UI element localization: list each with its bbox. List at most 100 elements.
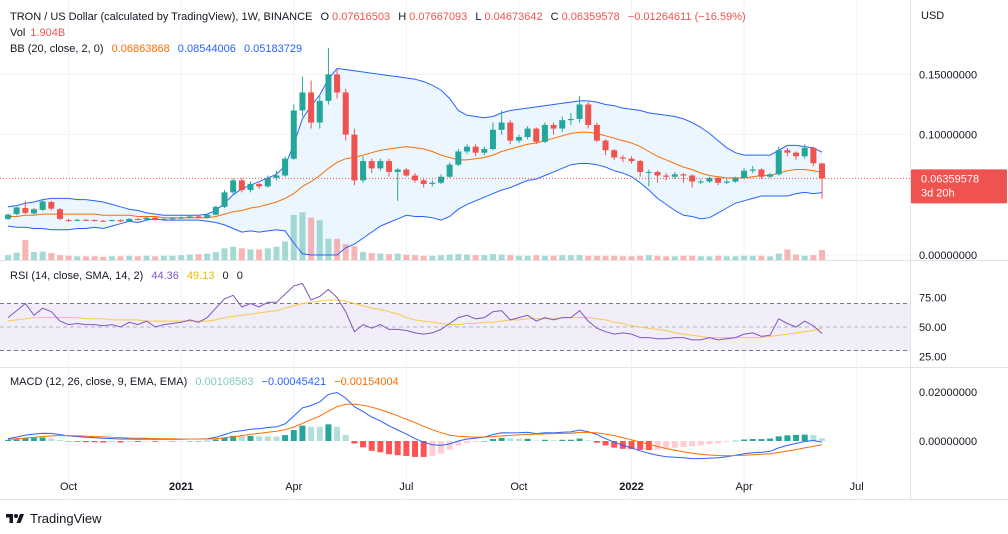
- candle-body: [325, 74, 332, 101]
- volume-bar: [65, 255, 72, 260]
- legend-macd: MACD (12, 26, close, 9, EMA, EMA) 0.0010…: [10, 375, 404, 389]
- volume-label[interactable]: Vol: [10, 27, 26, 39]
- volume-bar: [654, 255, 661, 260]
- macd-histogram-bar: [108, 441, 115, 443]
- candle-body: [247, 183, 254, 190]
- volume-bar: [438, 255, 444, 260]
- volume-bar: [143, 255, 150, 260]
- volume-bar: [195, 254, 202, 260]
- candle-body: [290, 110, 297, 159]
- macd-histogram-bar: [585, 440, 592, 441]
- macd-histogram-bar: [394, 441, 401, 456]
- volume-bar: [178, 255, 185, 260]
- legend-rsi: RSI (14, close, SMA, 14, 2) 44.36 49.13 …: [10, 269, 248, 283]
- macd-histogram-bar: [628, 441, 635, 450]
- candle-body: [472, 146, 479, 153]
- volume-bar: [412, 255, 419, 260]
- macd-histogram-bar: [247, 435, 254, 441]
- rsi-ma-line: [7, 299, 823, 339]
- macd-histogram-bar: [793, 434, 800, 441]
- volume-bar: [567, 255, 574, 260]
- price-pane: [0, 47, 910, 260]
- time-axis-label: 2022: [619, 481, 643, 493]
- macd-histogram-bar: [134, 441, 141, 442]
- candle-body: [30, 209, 37, 214]
- last-price-label: 0.06359578: [921, 173, 979, 185]
- macd-histogram-bar: [680, 441, 687, 447]
- price-axis-currency: USD: [921, 10, 944, 22]
- volume-bar: [446, 254, 453, 260]
- volume-bar: [810, 255, 817, 260]
- macd-histogram-bar: [152, 441, 159, 442]
- symbol-title[interactable]: TRON / US Dollar (calculated by TradingV…: [10, 11, 313, 23]
- rsi-label[interactable]: RSI (14, close, SMA, 14, 2): [10, 270, 144, 282]
- volume-bar: [697, 256, 704, 260]
- macd-histogram-bar: [238, 436, 245, 441]
- brand-name[interactable]: TradingView: [30, 510, 102, 526]
- macd-histogram-bar: [143, 441, 150, 442]
- price-axis-tick: 0.00000000: [919, 250, 977, 262]
- volume-bar: [819, 249, 826, 260]
- volume-bar: [498, 254, 505, 260]
- volume-bar: [481, 255, 488, 260]
- volume-bar: [264, 248, 271, 260]
- candle-body: [134, 218, 141, 220]
- volume-bar: [758, 255, 765, 260]
- macd-histogram-bar: [212, 439, 219, 441]
- candle-body: [654, 171, 661, 176]
- volume-bar: [628, 256, 635, 260]
- macd-histogram-bar: [117, 441, 124, 443]
- candle-body: [689, 175, 696, 182]
- macd-histogram-bar: [801, 434, 808, 441]
- volume-bar: [576, 255, 583, 260]
- candle-body: [316, 100, 323, 123]
- macd-histogram-bar: [446, 441, 453, 450]
- candle-body: [334, 74, 341, 93]
- candle-body: [706, 177, 713, 182]
- candle-body: [65, 220, 72, 222]
- candle-body: [749, 169, 756, 171]
- candle-body: [143, 217, 150, 220]
- volume-bar: [386, 254, 393, 260]
- macd-label[interactable]: MACD (12, 26, close, 9, EMA, EMA): [10, 376, 188, 388]
- macd-histogram-bar: [91, 441, 98, 443]
- volume-bar: [368, 253, 375, 260]
- candle-body: [74, 219, 81, 221]
- macd-histogram-bar: [567, 439, 574, 441]
- candle-body: [82, 219, 89, 221]
- macd-histogram-bar: [775, 436, 782, 441]
- macd-histogram-bar: [5, 440, 11, 441]
- volume-bar: [741, 255, 748, 260]
- candle-body: [637, 161, 644, 172]
- macd-histogram-bar: [767, 438, 774, 441]
- macd-histogram-bar: [689, 441, 696, 447]
- change-value: −0.01264611 (−16.59%): [627, 11, 746, 23]
- volume-bar: [689, 255, 696, 260]
- legend-bb: BB (20, close, 2, 0) 0.06863868 0.085440…: [10, 42, 307, 56]
- macd-histogram-bar: [221, 437, 228, 441]
- bb-upper-value: 0.08544006: [177, 43, 236, 55]
- candle-body: [420, 180, 427, 184]
- volume-bar: [230, 246, 237, 260]
- macd-histogram-bar: [160, 441, 167, 442]
- candle-body: [117, 220, 124, 222]
- macd-histogram-bar: [316, 426, 323, 441]
- volume-bar: [334, 238, 341, 260]
- candle-body: [585, 104, 592, 125]
- volume-bar: [74, 256, 81, 260]
- volume-bar: [204, 253, 211, 260]
- bar-countdown-label: 3d 20h: [921, 187, 955, 199]
- macd-histogram-bar: [420, 441, 427, 457]
- candle-body: [489, 129, 496, 150]
- candle-body: [178, 217, 185, 219]
- tradingview-logo-icon[interactable]: [6, 512, 24, 524]
- candle-body: [801, 147, 808, 157]
- volume-bar: [91, 256, 98, 260]
- candle-body: [819, 163, 826, 179]
- volume-bar: [784, 249, 791, 260]
- candle-body: [741, 170, 748, 178]
- macd-histogram-bar: [706, 441, 713, 445]
- volume-bar: [524, 255, 531, 260]
- bb-label[interactable]: BB (20, close, 2, 0): [10, 43, 104, 55]
